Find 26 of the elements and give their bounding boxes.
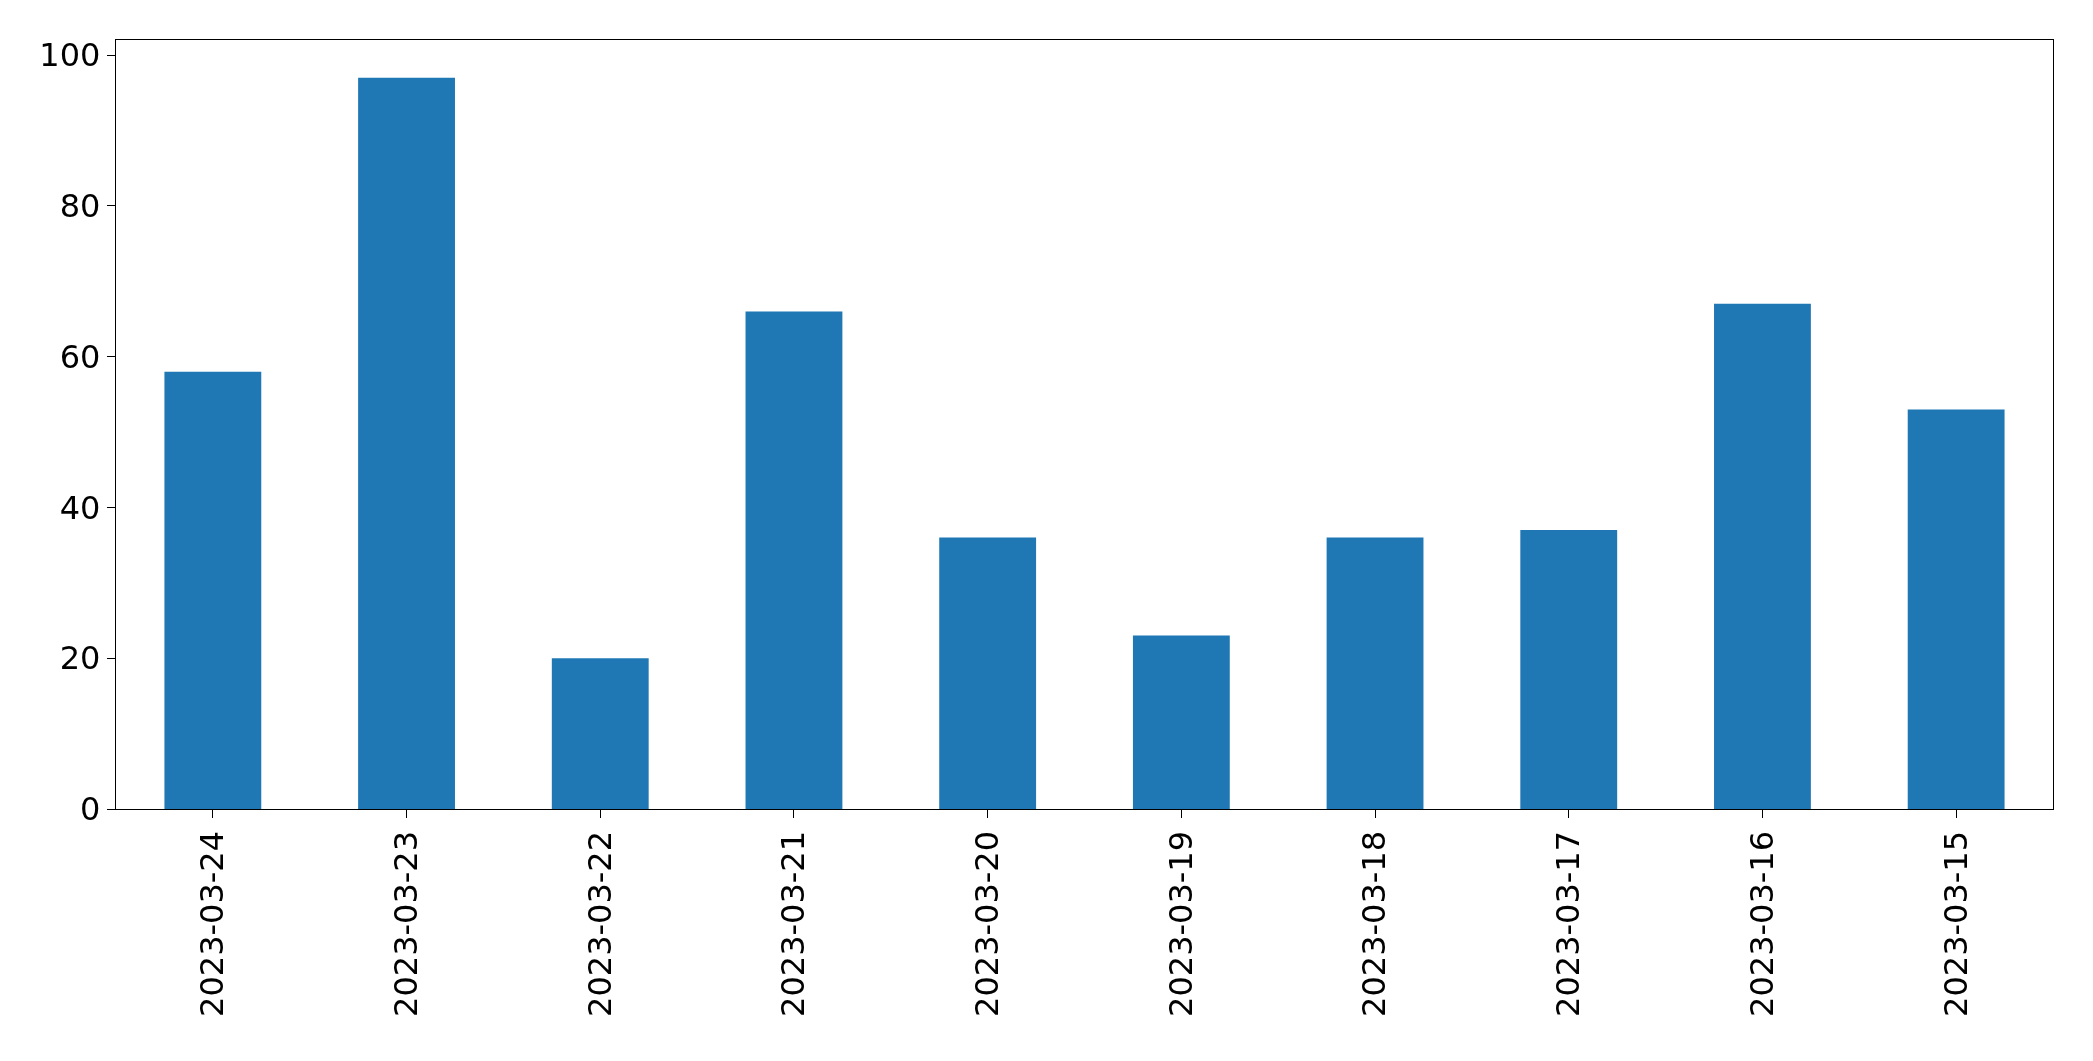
x-tick-label: 2023-03-22 xyxy=(580,830,619,1017)
y-tick-label: 40 xyxy=(59,488,101,527)
x-tick-label: 2023-03-23 xyxy=(386,830,425,1017)
x-tick-label: 2023-03-20 xyxy=(968,830,1007,1017)
bar xyxy=(164,371,262,809)
y-tick-label: 100 xyxy=(39,36,101,75)
y-tick-label: 20 xyxy=(59,639,101,678)
x-tick-label: 2023-03-21 xyxy=(774,830,813,1017)
bar xyxy=(939,537,1037,809)
x-tick-label: 2023-03-16 xyxy=(1742,830,1781,1017)
x-tick-label: 2023-03-19 xyxy=(1161,830,1200,1017)
x-tick-label: 2023-03-15 xyxy=(1936,830,1975,1017)
bar xyxy=(1326,537,1424,809)
bar xyxy=(1520,530,1618,809)
y-tick-label: 0 xyxy=(80,790,101,829)
x-tick-label: 2023-03-18 xyxy=(1355,830,1394,1017)
bar xyxy=(1714,303,1811,809)
y-tick-label: 60 xyxy=(59,337,101,376)
y-tick-label: 80 xyxy=(59,187,101,226)
bar xyxy=(745,311,843,809)
bar xyxy=(551,658,649,809)
bar xyxy=(1132,635,1230,809)
x-tick-label: 2023-03-24 xyxy=(193,830,232,1017)
bar xyxy=(1907,409,2005,809)
bar xyxy=(358,77,455,809)
x-tick-label: 2023-03-17 xyxy=(1549,830,1588,1017)
